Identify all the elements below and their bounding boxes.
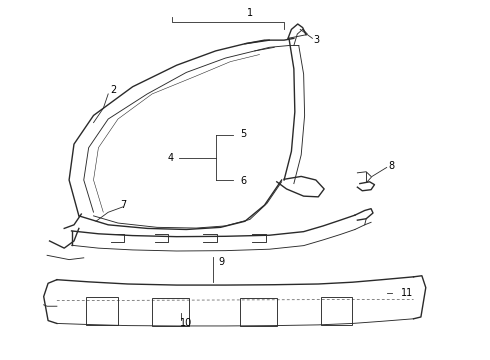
- Text: 7: 7: [120, 200, 126, 210]
- Text: 6: 6: [240, 176, 246, 186]
- Bar: [152, 298, 189, 326]
- Bar: [86, 297, 118, 325]
- Bar: [321, 297, 352, 325]
- Text: 3: 3: [314, 35, 319, 45]
- Text: 11: 11: [401, 288, 414, 298]
- Text: 1: 1: [247, 8, 253, 18]
- Text: 2: 2: [110, 85, 116, 95]
- Text: 8: 8: [389, 161, 394, 171]
- Bar: [240, 298, 277, 326]
- Text: 5: 5: [240, 129, 246, 139]
- Text: 4: 4: [168, 153, 174, 163]
- Text: 10: 10: [180, 319, 193, 328]
- Text: 9: 9: [218, 257, 224, 267]
